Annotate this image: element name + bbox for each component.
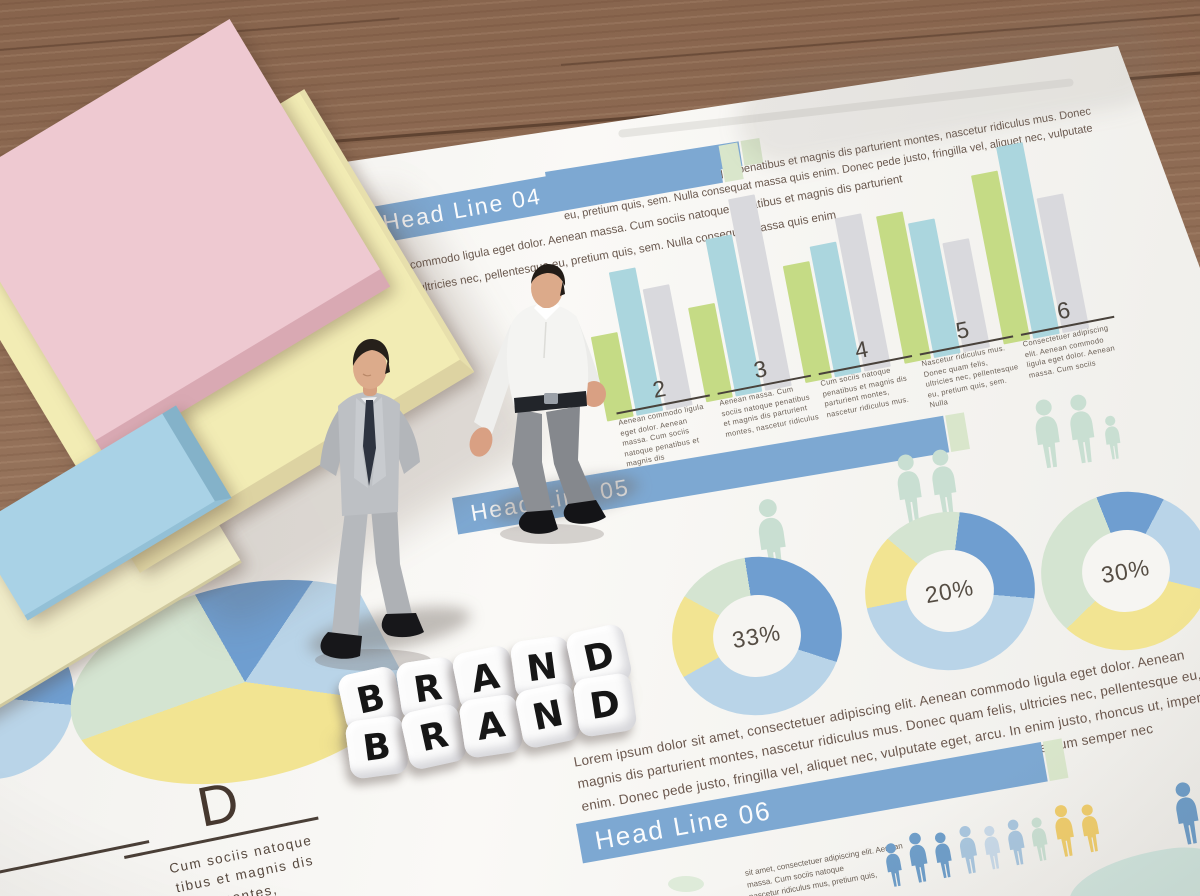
- map-shape-small: [668, 876, 704, 892]
- person-icon: [1031, 817, 1048, 862]
- die-letter: R: [411, 666, 445, 711]
- person-icon: [1035, 399, 1060, 469]
- donut-chart-20: 20%: [853, 499, 1047, 683]
- donut-label: 33%: [730, 618, 784, 653]
- person-icon: [932, 449, 957, 519]
- die-letter: A: [467, 655, 503, 701]
- bar-section-3: 3 Aenean massa. Cum sociis natoque penati…: [712, 346, 828, 450]
- person-icon: [908, 832, 928, 883]
- letter-die-B: B: [344, 714, 410, 780]
- die-letter: B: [352, 676, 389, 723]
- people-icon-row: [878, 797, 1106, 889]
- donut-chart-33: 33%: [660, 544, 854, 728]
- die-letter: A: [474, 703, 508, 749]
- donut-label: 20%: [923, 573, 977, 608]
- donut-hole: 33%: [706, 588, 808, 684]
- person-icon: [1166, 778, 1200, 848]
- donut-label: 30%: [1099, 553, 1153, 588]
- donut-hole: 30%: [1075, 523, 1177, 619]
- people-icon-group-3: [1026, 387, 1126, 471]
- letter-die-D: D: [571, 671, 638, 738]
- bar-section-6: 6 Consectetuer adipiscing elit. Aenean co…: [1015, 287, 1131, 391]
- letter-die-N: N: [513, 681, 583, 750]
- person-icon: [959, 826, 977, 874]
- letter-die-A: A: [457, 693, 524, 760]
- die-letter: N: [529, 692, 567, 739]
- person-icon: [1175, 782, 1199, 845]
- person-icon: [897, 454, 922, 524]
- person-icon: [1007, 819, 1025, 866]
- die-letter: N: [524, 645, 560, 690]
- die-letter: R: [415, 713, 452, 760]
- die-letter: B: [360, 725, 394, 770]
- bar-section-4: 4 Cum sociis natoque penatibus et magnis …: [813, 326, 929, 430]
- person-icon: [885, 843, 902, 887]
- person-icon: [1081, 804, 1100, 853]
- donut-hole: 20%: [899, 543, 1001, 639]
- die-letter: D: [587, 682, 623, 728]
- person-icon: [984, 825, 1001, 870]
- miniature-businessman-gray-suit: [315, 339, 431, 671]
- person-icon: [1070, 394, 1095, 464]
- letter-die-R: R: [399, 702, 469, 772]
- person-icon: [934, 832, 952, 879]
- miniature-man-white-shirt: [469, 264, 606, 544]
- person-icon: [1054, 805, 1074, 857]
- donut-chart-30: 30%: [1029, 479, 1200, 663]
- left-page-caption: Cum sociis natoque tibus et magnis dis m…: [136, 824, 354, 896]
- person-icon: [1105, 415, 1121, 460]
- people-icon-group-2: [888, 446, 965, 527]
- bar-section-5: 5 Nascetur ridiculus mus. Donec quam feli…: [914, 307, 1030, 411]
